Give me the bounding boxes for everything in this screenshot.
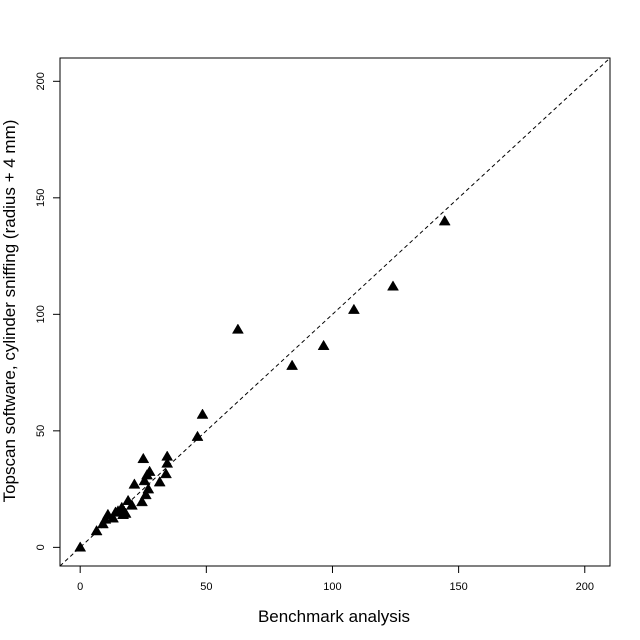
data-point — [153, 476, 166, 487]
data-point — [438, 215, 451, 226]
data-point — [143, 465, 156, 476]
data-point — [286, 359, 299, 370]
data-point — [90, 525, 103, 536]
data-point — [128, 478, 141, 489]
x-tick-label: 200 — [576, 581, 594, 593]
y-axis-label: Topscan software, cylinder sniffing (rad… — [0, 120, 19, 503]
x-tick-label: 50 — [200, 581, 212, 593]
y-tick-label: 200 — [35, 72, 47, 90]
data-point — [119, 507, 132, 518]
data-point — [136, 495, 148, 507]
data-points — [74, 215, 451, 552]
data-point — [125, 499, 138, 510]
data-point — [161, 450, 174, 461]
y-tick-label: 50 — [35, 425, 47, 437]
data-point — [317, 339, 330, 350]
x-tick-label: 100 — [323, 581, 341, 593]
data-point — [139, 488, 152, 500]
data-point — [231, 323, 244, 334]
data-point — [387, 280, 399, 291]
reference-line — [60, 58, 610, 566]
x-tick-label: 150 — [449, 581, 467, 593]
data-point — [74, 541, 87, 552]
data-point — [347, 303, 360, 314]
data-point — [142, 483, 155, 494]
data-point — [138, 474, 151, 486]
data-point — [160, 468, 172, 479]
x-axis-label: Benchmark analysis — [258, 607, 410, 626]
y-tick-label: 100 — [35, 305, 47, 323]
y-tick-label: 0 — [35, 544, 47, 550]
y-tick-label: 150 — [35, 189, 47, 207]
plot-frame — [59, 57, 611, 567]
data-point — [196, 408, 209, 419]
axes: 0 50 100 150 200 0 50 100 150 200 — [35, 57, 611, 593]
data-point — [137, 452, 150, 464]
x-tick-label: 0 — [77, 581, 83, 593]
